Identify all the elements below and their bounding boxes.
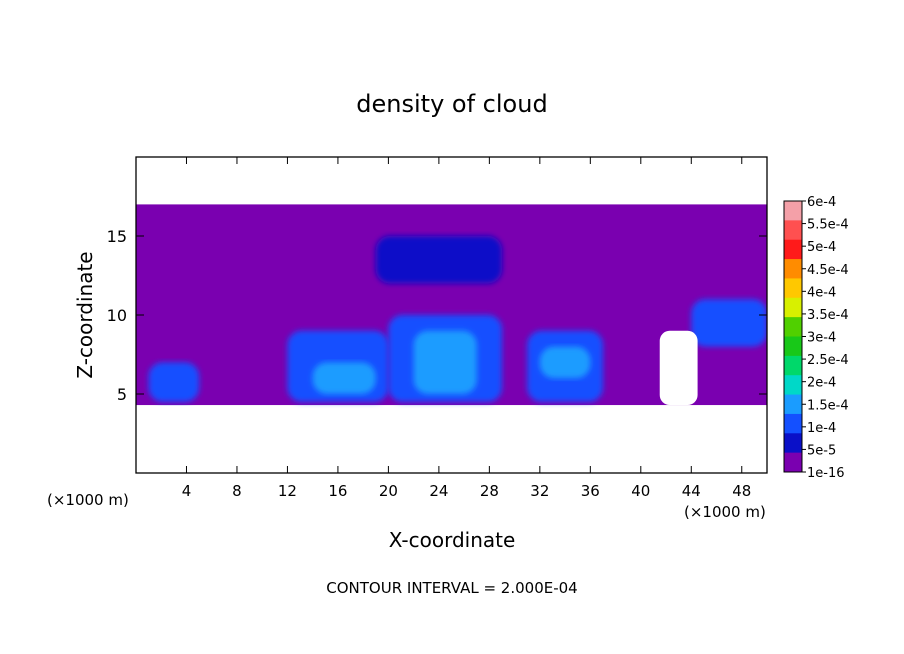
colorbar-label: 3e-4: [807, 331, 836, 346]
colorbar-label: 4e-4: [807, 285, 836, 300]
chart-title: density of cloud: [356, 90, 547, 118]
colorbar-swatch: [784, 297, 802, 318]
colorbar-swatch: [784, 239, 802, 260]
x-axis-label: X-coordinate: [389, 528, 516, 552]
x-tick-label: 48: [732, 482, 751, 500]
colorbar-label: 4.5e-4: [807, 263, 849, 278]
colorbar-label: 6e-4: [807, 195, 836, 210]
colorbar-swatch: [784, 394, 802, 415]
colorbar-label: 5e-5: [807, 443, 836, 458]
x-tick-label: 40: [631, 482, 650, 500]
colorbar-swatch: [784, 433, 802, 454]
x-tick-label: 4: [182, 482, 192, 500]
x-tick-label: 16: [328, 482, 347, 500]
colorbar-label: 5e-4: [807, 240, 836, 255]
colorbar-swatch: [784, 259, 802, 279]
x-unit-left: (×1000 m): [47, 491, 129, 509]
x-tick-label: 28: [480, 482, 499, 500]
contour-field: [136, 204, 767, 406]
colorbar-swatch: [784, 413, 802, 434]
colorbar-swatch: [784, 220, 802, 241]
contour-region: [375, 236, 502, 284]
contour-interval-footer: CONTOUR INTERVAL = 2.000E-04: [326, 579, 577, 597]
colorbar-swatch: [784, 452, 802, 473]
x-unit-right: (×1000 m): [684, 503, 766, 521]
colorbar: 6e-4 5.5e-4 5e-4 4.5e-4 4e-4 3.5e-4 3e-4 2.5e-4…: [783, 195, 849, 481]
colorbar-label: 1.5e-4: [807, 398, 849, 413]
y-tick-label: 10: [107, 306, 127, 325]
contour-region: [539, 346, 591, 379]
x-tick-label: 8: [232, 482, 242, 500]
colorbar-swatch: [784, 317, 802, 337]
y-axis-label: Z-coordinate: [73, 251, 97, 378]
colorbar-swatch: [784, 336, 802, 357]
cloud-gap: [659, 330, 698, 406]
colorbar-label: 1e-4: [807, 421, 836, 436]
colorbar-label: 3.5e-4: [807, 308, 849, 323]
x-tick-label: 32: [530, 482, 549, 500]
x-tick-label: 44: [682, 482, 701, 500]
x-axis-ticks: 4 8 12 16 20 24 28 32 36 40 44 48: [182, 157, 751, 500]
y-axis-ticks: 5 10 15: [107, 227, 767, 404]
contour-region: [148, 362, 200, 402]
y-tick-label: 15: [107, 227, 127, 246]
x-tick-label: 20: [379, 482, 398, 500]
x-tick-label: 24: [429, 482, 448, 500]
colorbar-label: 2.5e-4: [807, 353, 849, 368]
colorbar-swatch: [784, 201, 802, 221]
colorbar-label: 2e-4: [807, 376, 836, 391]
contour-region: [691, 299, 767, 347]
colorbar-label: 1e-16: [807, 466, 845, 481]
contour-region: [413, 330, 477, 394]
colorbar-swatch: [784, 355, 802, 376]
colorbar-swatch: [784, 278, 802, 299]
y-tick-label: 5: [117, 385, 127, 404]
colorbar-label: 5.5e-4: [807, 218, 849, 233]
x-tick-label: 12: [278, 482, 297, 500]
contour-region: [312, 362, 376, 394]
x-tick-label: 36: [581, 482, 600, 500]
colorbar-swatch: [784, 375, 802, 396]
